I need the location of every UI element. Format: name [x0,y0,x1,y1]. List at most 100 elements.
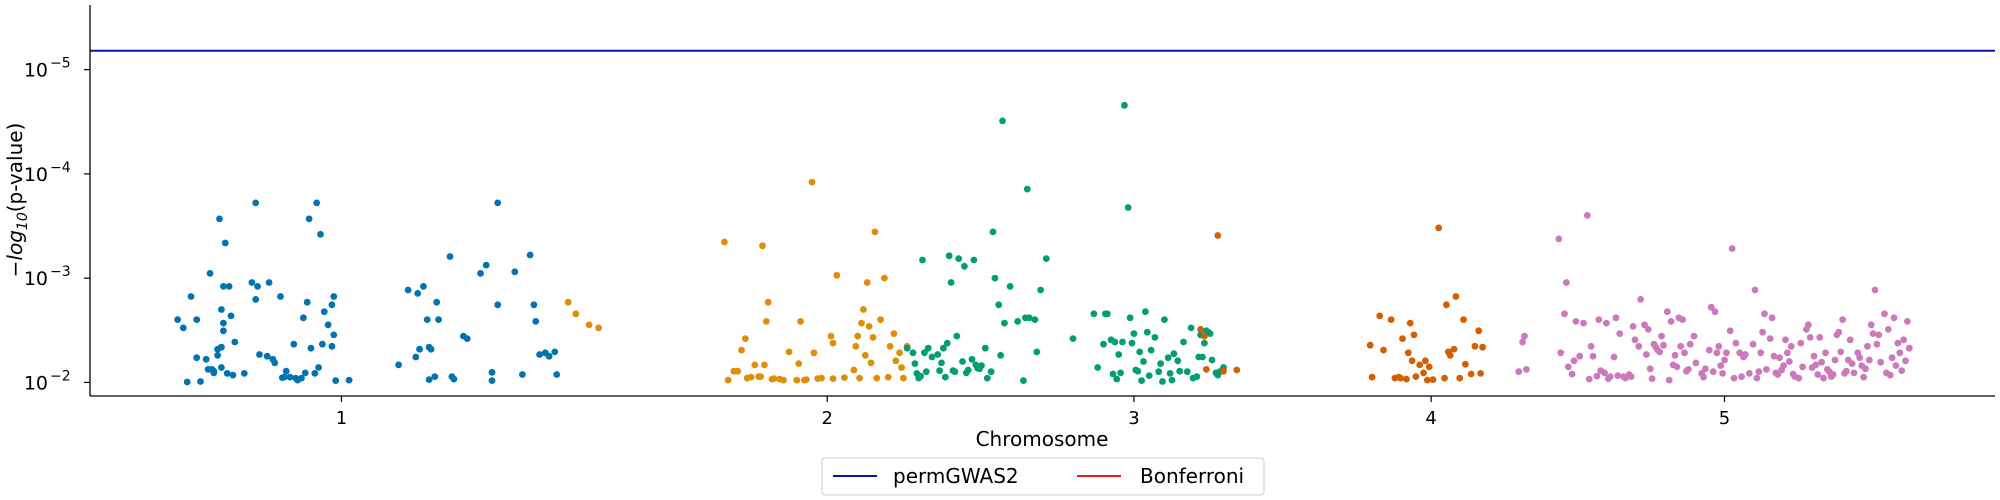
data-point [1700,373,1707,381]
data-point [412,353,420,361]
data-point [741,335,749,342]
data-point [936,367,943,374]
data-point [1561,310,1568,318]
data-point [983,374,991,382]
data-point [482,261,490,269]
data-point [1366,341,1374,349]
data-point [1069,335,1077,342]
data-point [1583,212,1591,219]
data-point [884,373,892,381]
data-point [585,321,593,329]
data-point [1873,340,1881,348]
data-point [856,374,863,382]
data-point [818,374,825,382]
data-point [1201,339,1208,347]
data-point [1140,358,1147,365]
data-point [1644,326,1652,333]
data-point [886,342,894,350]
data-point [1109,370,1117,378]
data-point [1730,374,1738,382]
data-point [218,343,225,351]
data-point [858,319,865,327]
data-point [1410,331,1418,339]
data-point [1886,371,1894,379]
data-point [1450,345,1458,353]
data-point [1671,351,1679,359]
data-point [1170,350,1178,358]
data-point [1776,354,1784,362]
data-point [1564,363,1572,371]
data-point [1616,330,1624,337]
data-point [1161,316,1168,323]
x-tick-label: 2 [822,408,833,429]
data-point [1831,356,1839,364]
data-point [1159,378,1166,385]
data-point [1888,354,1896,362]
data-point [1094,364,1102,371]
data-point [414,290,422,297]
data-point [1692,359,1700,367]
data-point [420,283,427,290]
data-point [330,331,338,339]
data-point [307,344,315,352]
data-point [1711,308,1719,316]
data-point [1467,370,1475,378]
data-point [1795,374,1803,382]
data-point [1111,338,1119,346]
data-point [1902,357,1909,365]
data-point [1884,326,1892,333]
data-point [1042,255,1050,262]
data-point [762,318,770,325]
data-point [286,373,294,381]
data-point [265,279,273,286]
data-point [218,364,225,371]
data-point [1143,328,1151,336]
data-point [1435,224,1443,232]
data-point [313,199,321,207]
data-point [827,332,835,340]
data-point [1679,316,1686,323]
y-tick-label: 10 [24,372,48,394]
data-point [1423,376,1431,384]
data-point [1749,340,1757,348]
data-point [1187,324,1195,332]
data-point [863,279,871,286]
data-point [810,349,818,357]
data-point [1199,353,1206,361]
x-tick-label: 5 [1719,408,1730,429]
data-point [1519,338,1526,346]
data-point [1843,367,1850,375]
data-point [989,228,997,236]
data-point [311,370,319,377]
data-point [764,298,772,306]
data-point [221,239,229,247]
data-point [1658,332,1665,340]
data-point [1869,330,1877,337]
data-point [488,368,496,376]
data-point [724,376,732,384]
data-point [947,279,955,286]
data-point [1460,316,1467,323]
data-point [945,252,953,260]
data-point [1025,314,1033,322]
data-point [545,352,553,360]
data-point [941,373,949,381]
data-point [1753,374,1761,382]
data-point [1183,368,1191,376]
data-point [1822,349,1829,357]
data-point [1456,374,1464,382]
data-point [1864,342,1871,350]
data-point [1721,356,1728,364]
data-point [1404,349,1412,357]
data-point [218,306,225,313]
data-point [220,327,227,335]
data-point [919,256,926,264]
data-point [174,316,182,323]
data-point [1233,366,1241,374]
data-point [751,361,759,369]
data-point [759,242,766,250]
data-point [1702,365,1709,373]
data-point [1412,373,1420,380]
data-point [934,351,942,358]
data-point [1797,339,1805,347]
